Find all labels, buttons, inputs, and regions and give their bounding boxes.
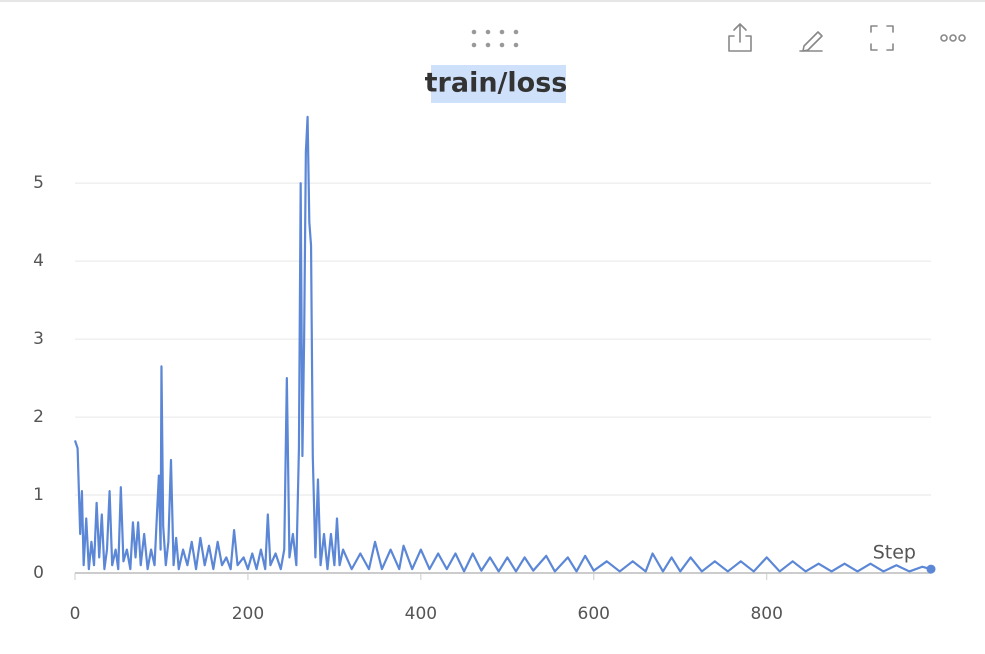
y-tick-label: 4 — [33, 251, 44, 271]
x-tick-label: 800 — [750, 604, 782, 624]
edit-icon[interactable] — [799, 31, 823, 52]
x-tick-label: 200 — [232, 604, 264, 624]
end-point — [926, 564, 936, 574]
drag-handle[interactable] — [471, 29, 519, 48]
fullscreen-icon[interactable] — [870, 25, 894, 51]
title-highlight — [431, 65, 566, 103]
x-axis-label: Step — [873, 542, 916, 564]
x-tick-label: 600 — [578, 604, 610, 624]
chart-title: train/loss — [425, 68, 568, 99]
y-tick-label: 2 — [33, 407, 44, 427]
y-tick-label: 5 — [33, 173, 44, 193]
y-tick-label: 1 — [33, 485, 44, 505]
y-tick-label: 3 — [33, 329, 44, 349]
export-icon[interactable] — [728, 23, 752, 52]
x-tick-label: 0 — [70, 604, 81, 624]
loss-line — [73, 115, 932, 573]
x-tick-label: 400 — [405, 604, 437, 624]
y-tick-label: 0 — [33, 563, 44, 583]
more-icon[interactable] — [940, 34, 966, 42]
